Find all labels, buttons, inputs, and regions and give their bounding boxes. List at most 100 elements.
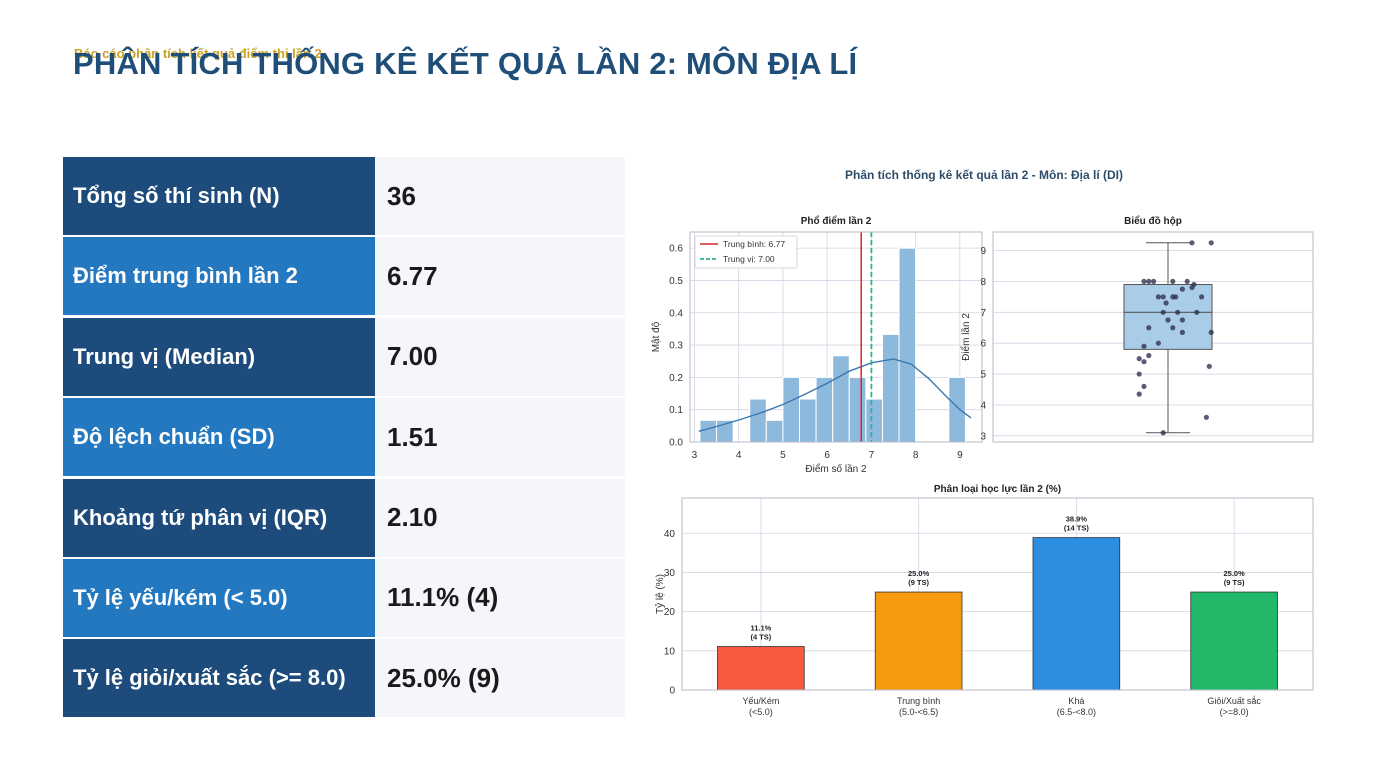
box-point: [1194, 309, 1200, 315]
hist-bar: [832, 355, 850, 443]
hist-xtick-label: 3: [692, 450, 698, 461]
hist-ytick-label: 0.6: [669, 244, 683, 255]
bar-category-range: (6.5-<8.0): [1057, 707, 1096, 717]
box-ytick-label: 7: [980, 308, 986, 319]
hist-ytick-label: 0.1: [669, 405, 683, 416]
hist-xlabel: Điểm số lần 2: [805, 463, 867, 475]
box-point: [1160, 294, 1166, 300]
stat-value: 1.51: [375, 398, 625, 477]
stats-table: Tổng số thí sinh (N) 36 Điểm trung bình …: [63, 157, 625, 720]
bar-ytick-label: 0: [669, 686, 675, 697]
bar-ytick-label: 40: [664, 529, 676, 540]
bar-count-label: (9 TS): [1224, 578, 1245, 587]
box-point: [1146, 278, 1152, 285]
bar-category-range: (>=8.0): [1220, 707, 1249, 717]
bar-value-label: 38.9%: [1066, 515, 1088, 524]
box-point: [1199, 294, 1205, 300]
box-point: [1141, 359, 1147, 365]
bar: [1190, 591, 1278, 691]
stat-row-excellent: Tỷ lệ giỏi/xuất sắc (>= 8.0) 25.0% (9): [63, 639, 625, 718]
hist-ytick-label: 0.5: [669, 276, 683, 287]
box-point: [1141, 343, 1147, 349]
hist-frame: [689, 231, 983, 443]
stat-label: Điểm trung bình lần 2: [63, 237, 375, 316]
hist-xtick-label: 4: [736, 450, 742, 461]
box-point: [1206, 363, 1212, 369]
box-iqr: [1123, 284, 1213, 350]
stat-row-total: Tổng số thí sinh (N) 36: [63, 157, 625, 235]
bar-ytick-label: 30: [664, 568, 676, 579]
box-point: [1208, 240, 1214, 246]
box-point: [1155, 340, 1161, 346]
box-ytick-label: 8: [980, 277, 986, 288]
box-point: [1151, 278, 1157, 285]
stat-value: 11.1% (4): [375, 558, 625, 637]
hist-bar: [765, 419, 784, 443]
stat-value: 6.77: [375, 237, 625, 316]
hist-xtick-label: 8: [913, 450, 919, 461]
bar-category-label: Giỏi/Xuất sắc: [1207, 696, 1261, 706]
hist-bar: [782, 376, 800, 443]
bar-title: Phân loại học lực lần 2 (%): [934, 483, 1061, 495]
bar-category-label: Yếu/Kém: [742, 696, 779, 706]
box-point: [1170, 325, 1176, 331]
hist-bar: [749, 398, 767, 443]
hist-legend-box: [694, 235, 798, 269]
stat-value: 7.00: [375, 317, 625, 396]
box-point: [1136, 391, 1142, 397]
box-point: [1189, 240, 1195, 246]
bar-count-label: (9 TS): [908, 578, 929, 587]
bar-category-label: Khá: [1068, 696, 1084, 706]
box-point: [1136, 371, 1142, 377]
boxplot-panel: 3 4 5 6 7 8 9 Biểu đồ hộp Điểm lần 2: [960, 215, 1314, 443]
hist-title: Phổ điểm lần 2: [801, 215, 872, 227]
stat-value: 25.0% (9): [375, 639, 625, 718]
figure-title: Phân tích thống kê kết quả lần 2 - Môn: …: [845, 168, 1123, 182]
bar: [1032, 537, 1121, 691]
hist-bar: [799, 398, 817, 443]
legend-mean-label: Trung bình: 6.77: [723, 239, 785, 249]
box-point: [1165, 317, 1171, 323]
bar-ytick-label: 10: [664, 646, 676, 657]
bar-value-label: 25.0%: [908, 569, 930, 578]
hist-ytick-label: 0.0: [669, 438, 683, 449]
bar: [717, 646, 805, 691]
box-frame: [992, 231, 1314, 443]
stat-label: Tỷ lệ yếu/kém (< 5.0): [63, 558, 375, 637]
box-point: [1179, 286, 1185, 292]
stat-label: Độ lệch chuẩn (SD): [63, 398, 375, 477]
box-point: [1136, 356, 1142, 362]
box-point: [1179, 317, 1185, 323]
stat-row-iqr: Khoảng tứ phân vị (IQR) 2.10: [63, 478, 625, 557]
box-ylabel: Điểm lần 2: [960, 313, 972, 361]
bar-value-label: 25.0%: [1223, 569, 1245, 578]
box-ytick-label: 5: [980, 370, 986, 381]
stat-label: Tổng số thí sinh (N): [63, 157, 375, 235]
hist-ylabel: Mật độ: [651, 321, 662, 352]
box-point: [1163, 300, 1169, 306]
hist-bar: [699, 419, 718, 443]
stat-label: Khoảng tứ phân vị (IQR): [63, 478, 375, 557]
box-point: [1203, 414, 1209, 420]
bar: [874, 591, 963, 691]
bar-ylabel: Tỷ lệ (%): [654, 574, 666, 614]
hist-xtick-label: 5: [780, 450, 786, 461]
box-point: [1155, 294, 1161, 300]
page-title: PHÂN TÍCH THỐNG KÊ KẾT QUẢ LẦN 2: MÔN ĐỊ…: [73, 46, 858, 81]
hist-xtick-label: 6: [824, 450, 830, 461]
box-point: [1141, 278, 1147, 285]
hist-legend: Trung bình: 6.77 Trung vị: 7.00: [694, 235, 798, 269]
bar-ytick-label: 20: [664, 607, 676, 618]
box-ytick-label: 6: [980, 339, 986, 350]
bar-frame: [681, 497, 1314, 691]
hist-ytick-label: 0.3: [669, 341, 683, 352]
box-point: [1146, 352, 1152, 359]
hist-xtick-label: 9: [957, 450, 963, 461]
box-point: [1184, 278, 1190, 285]
box-point: [1160, 430, 1166, 436]
box-point: [1146, 325, 1152, 331]
hist-ytick-label: 0.2: [669, 373, 683, 384]
bar-count-label: (14 TS): [1064, 524, 1090, 533]
box-point: [1170, 294, 1176, 300]
box-point: [1170, 278, 1176, 285]
